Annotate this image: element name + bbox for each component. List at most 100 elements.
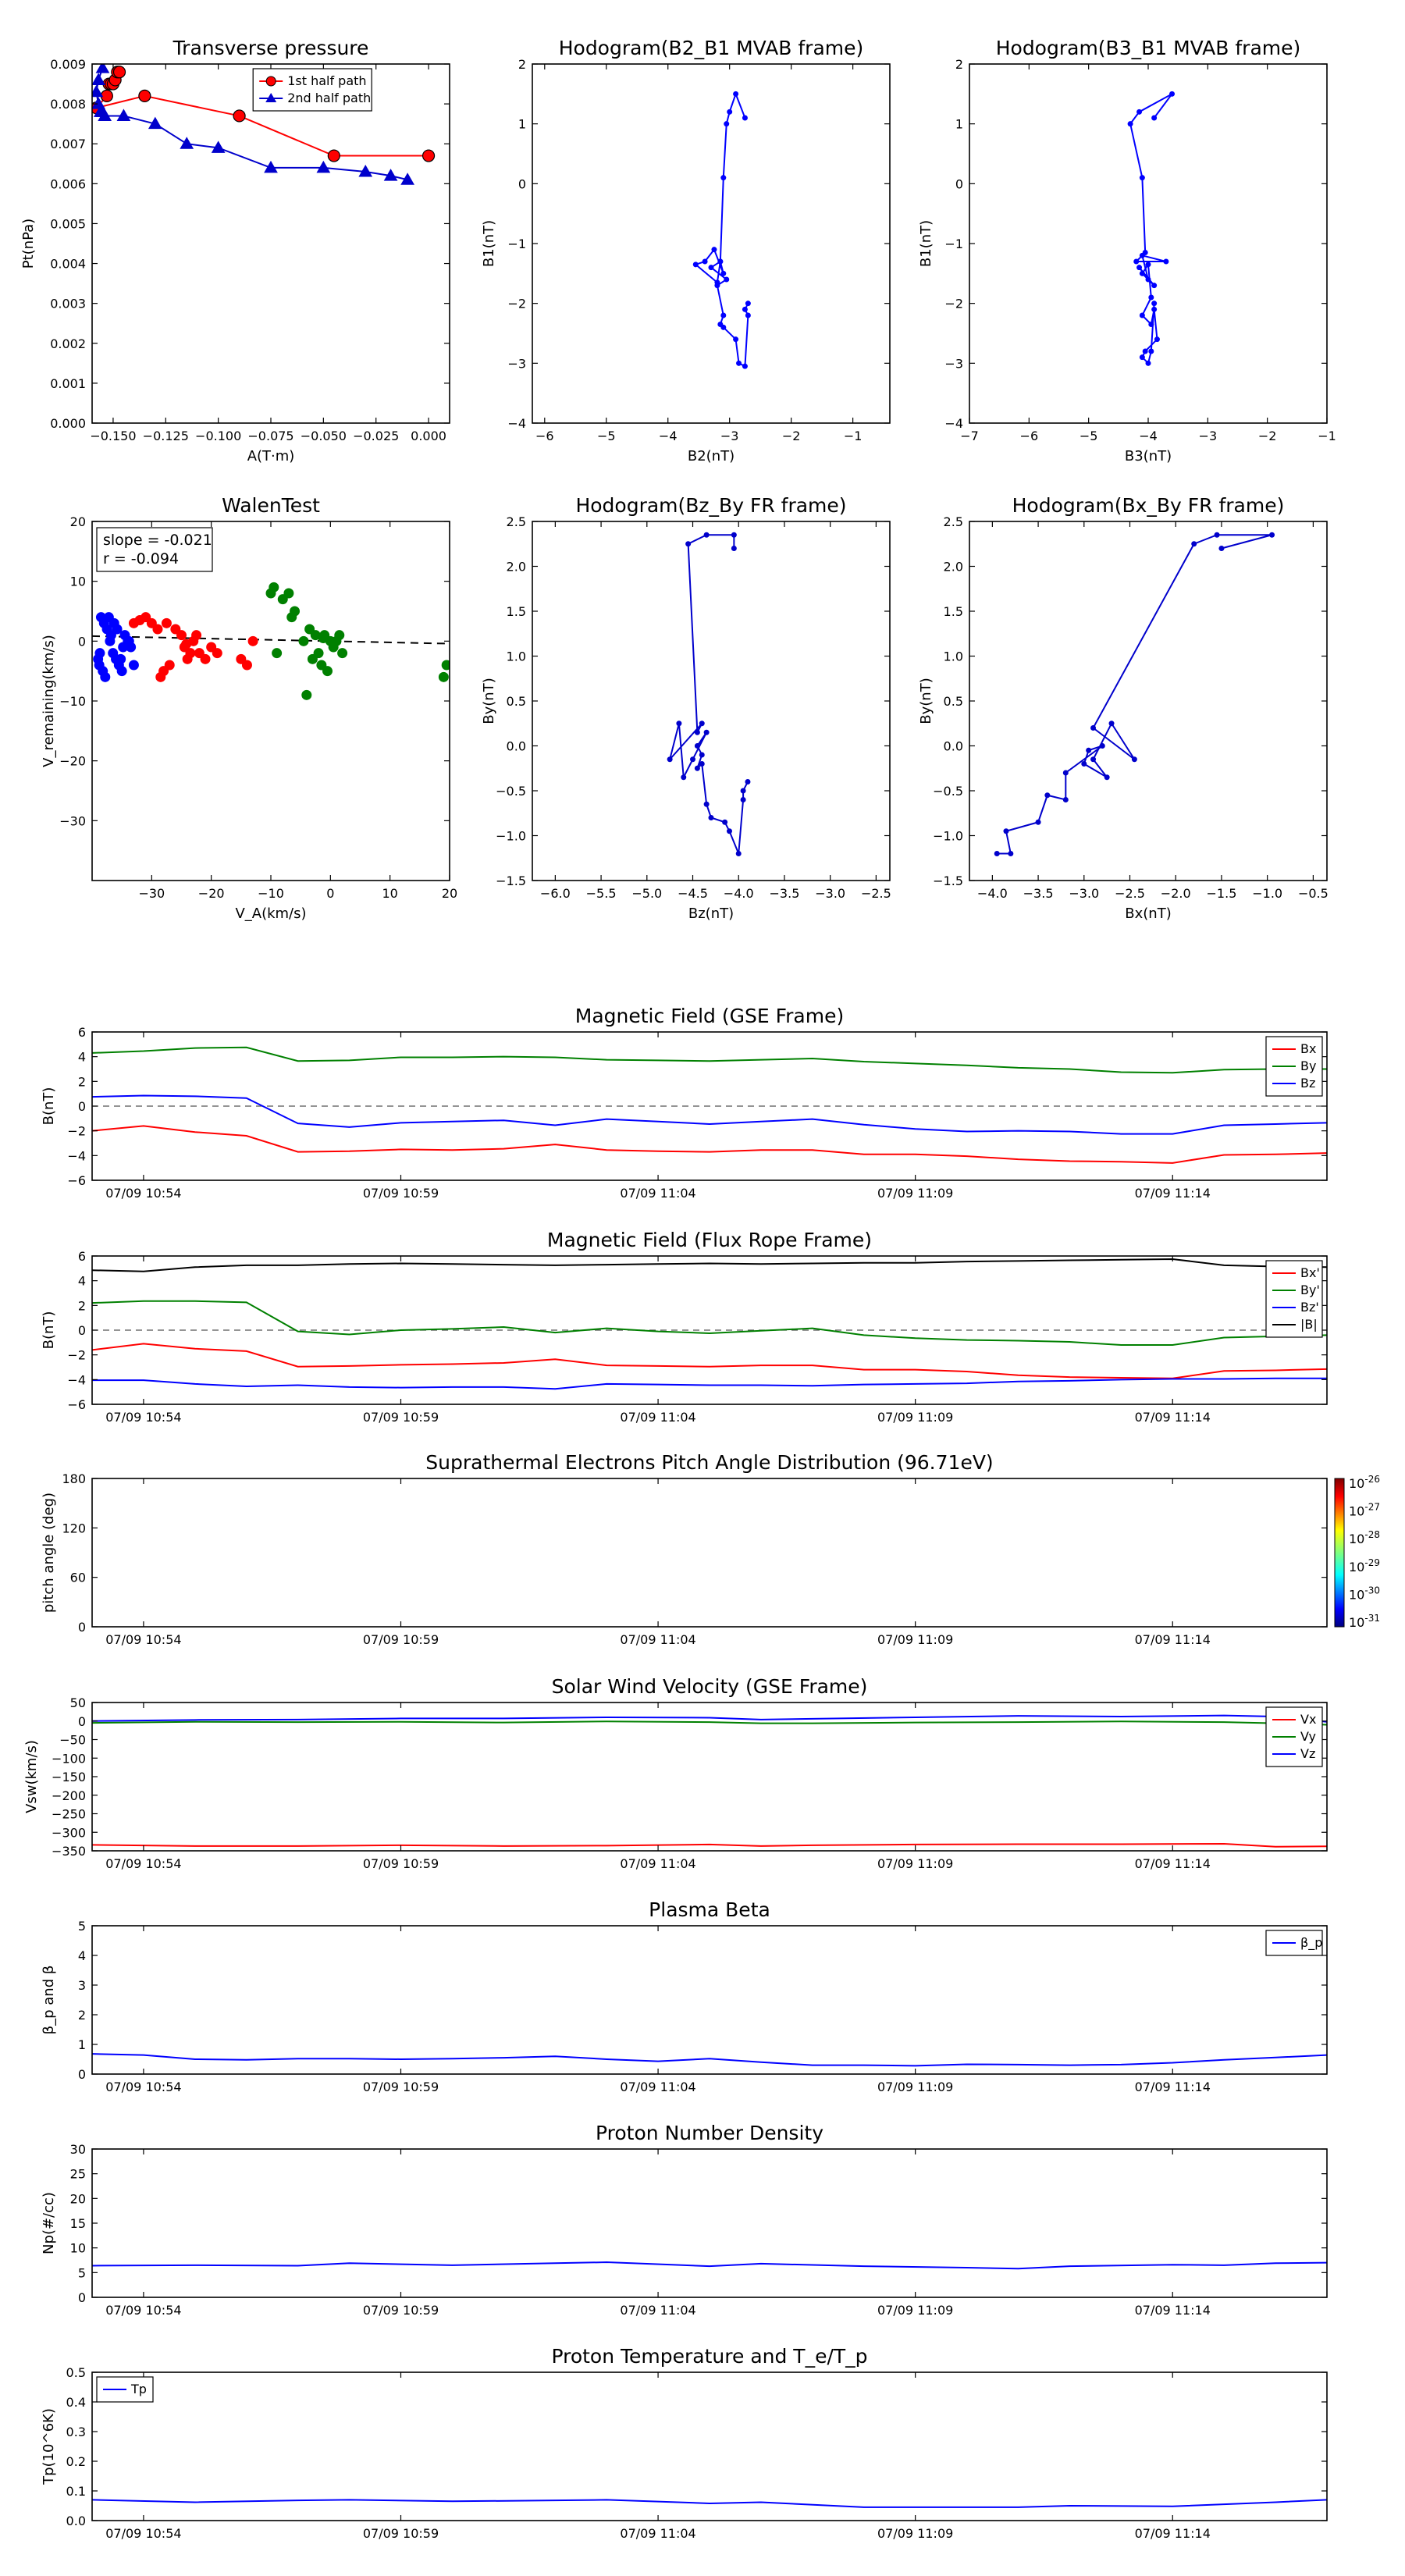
- y-tick-label: −2: [944, 297, 963, 311]
- data-point: [703, 729, 710, 735]
- data-point: [740, 788, 746, 794]
- data-point: [724, 276, 730, 283]
- x-tick-label: 07/09 11:14: [1135, 1186, 1211, 1201]
- x-tick-label: 07/09 11:04: [620, 2080, 695, 2094]
- data-point: [140, 612, 151, 623]
- y-tick-label: −4: [67, 1372, 86, 1387]
- x-tick-label: −3: [720, 429, 739, 443]
- data-point: [742, 363, 748, 369]
- x-axis-label: V_A(km/s): [235, 906, 306, 922]
- y-tick-label: 1.5: [944, 604, 963, 619]
- y-tick-label: −6: [67, 1173, 86, 1188]
- legend-label: Bx: [1300, 1041, 1316, 1056]
- data-point: [298, 635, 309, 646]
- data-point: [318, 633, 329, 643]
- data-point: [286, 612, 297, 623]
- data-point: [1139, 252, 1145, 258]
- x-tick-label: −0.5: [1298, 886, 1329, 901]
- chart-title: Hodogram(Bz_By FR frame): [575, 494, 846, 517]
- x-tick-label: 07/09 10:54: [105, 1856, 181, 1871]
- data-point: [128, 660, 139, 671]
- data-point: [1090, 756, 1097, 763]
- y-tick-label: 0.0: [944, 739, 963, 754]
- x-tick-label: −10: [258, 886, 284, 901]
- data-point: [316, 660, 327, 671]
- y-tick-label: 0.003: [50, 297, 86, 311]
- series-b-line: [92, 1258, 1327, 1272]
- y-tick-label: −1: [944, 237, 963, 251]
- fit-line: [92, 635, 450, 645]
- data-point: [994, 851, 1000, 856]
- data-point: [301, 689, 312, 700]
- data-point: [1104, 774, 1110, 781]
- data-point: [681, 774, 687, 781]
- y-axis-label: B(nT): [41, 1087, 57, 1126]
- x-tick-label: −4: [1139, 429, 1158, 443]
- data-point: [176, 630, 187, 641]
- data-point: [269, 582, 279, 592]
- y-tick-label: −20: [59, 754, 86, 769]
- x-tick-label: 07/09 11:09: [877, 1186, 953, 1201]
- y-tick-label: −0.5: [933, 784, 963, 799]
- y-tick-label: −4: [67, 1148, 86, 1163]
- x-tick-label: 07/09 10:59: [363, 1186, 439, 1201]
- x-tick-label: −3.0: [815, 886, 845, 901]
- legend: Bx By Bz: [1265, 1036, 1323, 1097]
- data-point: [334, 630, 345, 641]
- x-tick-label: 07/09 10:54: [105, 2526, 181, 2541]
- y-tick-label: 120: [62, 1521, 86, 1535]
- x-tick-label: −0.125: [143, 429, 189, 443]
- y-tick-label: −30: [59, 813, 86, 828]
- x-tick-label: 07/09 10:59: [363, 1856, 439, 1871]
- y-tick-label: 0: [78, 1714, 86, 1729]
- legend-label: Vz: [1300, 1746, 1315, 1761]
- chart-hodo_b2b1: Hodogram(B2_B1 MVAB frame) −6 −5 −4 −3 −2 −1 −4…: [481, 37, 891, 464]
- legend-label: Vy: [1300, 1729, 1316, 1744]
- data-point: [1108, 720, 1115, 727]
- data-point: [1142, 348, 1148, 354]
- chart-np: Proton Number Density 07/09 10:54 07/09 10…: [41, 2122, 1328, 2318]
- y-tick-label: 0.002: [50, 336, 86, 351]
- data-point: [1218, 546, 1225, 551]
- chart-bgse: Magnetic Field (GSE Frame) 07/09 10:54 07/…: [41, 1005, 1328, 1201]
- data-point: [731, 532, 737, 538]
- x-tick-label: 07/09 11:14: [1135, 1410, 1211, 1425]
- data-point: [1148, 294, 1154, 301]
- y-tick-label: 4: [78, 1948, 86, 1963]
- data-point: [726, 828, 732, 834]
- y-tick-label: 180: [62, 1471, 86, 1486]
- data-point: [720, 312, 727, 318]
- data-point: [1136, 265, 1143, 271]
- data-point: [1081, 761, 1087, 767]
- data-point: [731, 546, 737, 551]
- chart-title: Proton Number Density: [596, 2122, 823, 2144]
- data-area: [692, 91, 751, 369]
- y-tick-label: 2: [518, 57, 526, 72]
- annotation-box: [96, 527, 213, 572]
- x-tick-label: −4.0: [724, 886, 754, 901]
- y-tick-label: −1.0: [496, 829, 526, 844]
- data-point: [1148, 348, 1154, 354]
- data-point: [1139, 175, 1145, 181]
- x-tick-label: 07/09 11:04: [620, 1632, 695, 1647]
- data-point: [94, 660, 105, 671]
- x-tick-label: −2.0: [1161, 886, 1191, 901]
- x-tick-label: −1: [844, 429, 863, 443]
- data-point: [148, 116, 162, 130]
- y-tick-label: 25: [70, 2167, 86, 2182]
- data-point: [181, 639, 192, 649]
- y-tick-label: 1.0: [507, 649, 526, 664]
- data-point: [185, 648, 196, 659]
- x-tick-label: 07/09 11:09: [877, 1632, 953, 1647]
- legend: Vx Vy Vz: [1265, 1706, 1323, 1767]
- colorbar-label: 10-28: [1349, 1529, 1380, 1546]
- legend: β_p: [1265, 1930, 1323, 1956]
- x-tick-label: −0.025: [353, 429, 399, 443]
- axes-frame: [91, 1702, 1328, 1852]
- y-tick-label: −200: [52, 1788, 86, 1803]
- x-tick-label: −2: [1258, 429, 1277, 443]
- y-tick-label: −4: [507, 416, 526, 431]
- data-point: [272, 648, 283, 659]
- data-point: [1151, 115, 1158, 121]
- data-point: [206, 642, 217, 653]
